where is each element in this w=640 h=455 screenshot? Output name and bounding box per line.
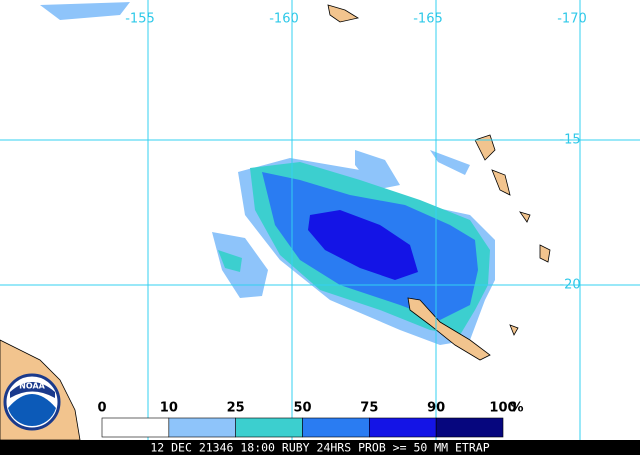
colorbar-label: 75: [360, 401, 378, 416]
colorbar-label: 0: [97, 401, 106, 416]
colorbar-segment: [101, 417, 170, 438]
colorbar-label: 25: [227, 401, 245, 416]
probability-field: [40, 2, 495, 345]
latitude-label: -20: [559, 278, 580, 293]
colorbar-segment: [168, 417, 236, 438]
logo-text: NOAA: [19, 382, 45, 391]
colorbar-label: 100: [489, 401, 516, 416]
latitude-label: -15: [559, 133, 580, 148]
colorbar: 0 10 25 50 75 90 100%: [97, 401, 524, 438]
colorbar-segment: [435, 417, 504, 438]
longitude-label: -170: [557, 12, 587, 27]
colorbar-segment: [302, 417, 370, 438]
colorbar-segment: [369, 417, 437, 438]
noaa-logo: NOAA: [3, 373, 61, 431]
colorbar-segment: [235, 417, 303, 438]
longitude-label: -160: [269, 12, 299, 27]
colorbar-label: 10: [160, 401, 178, 416]
graticule: -155 -160 -165 -170 -15 -20: [0, 0, 640, 440]
colorbar-unit: %: [510, 401, 523, 416]
footer-bar: [0, 440, 640, 455]
footer-text: 12 DEC 21346 18:00 RUBY 24HRS PROB >= 50…: [150, 441, 489, 455]
colorbar-label: 90: [427, 401, 445, 416]
colorbar-label: 50: [293, 401, 311, 416]
longitude-label: -155: [125, 12, 155, 27]
longitude-label: -165: [413, 12, 443, 27]
